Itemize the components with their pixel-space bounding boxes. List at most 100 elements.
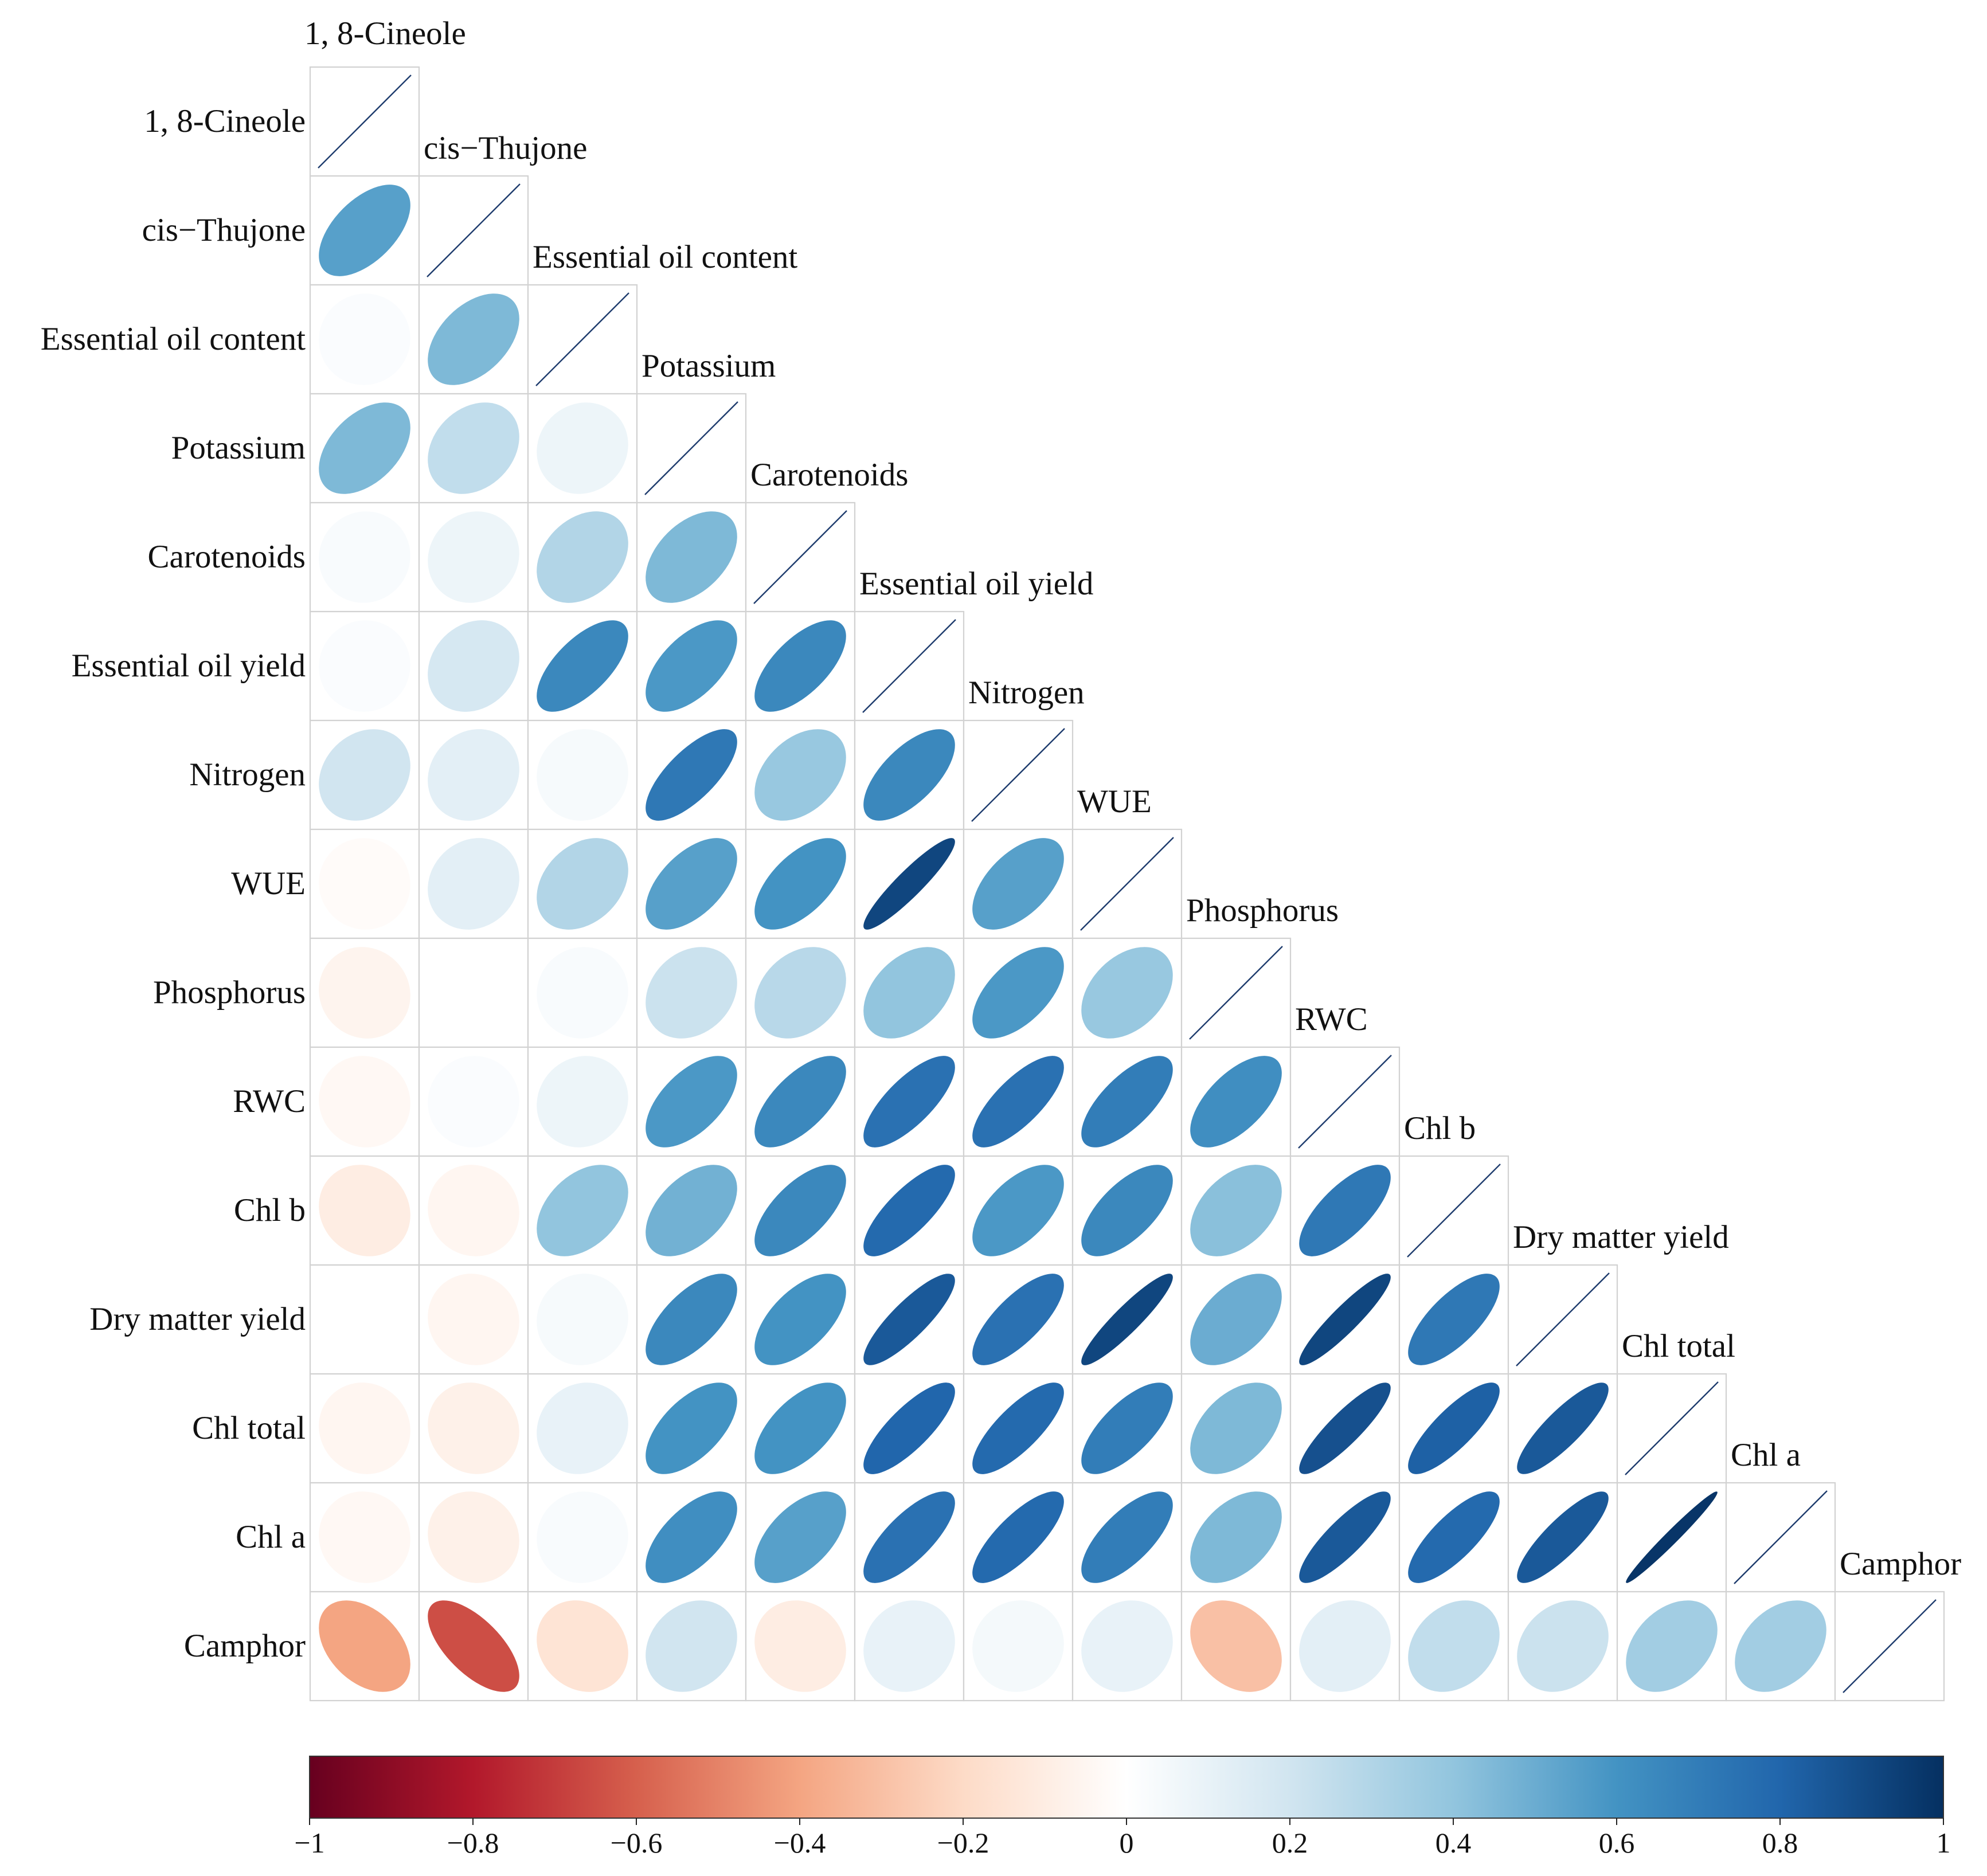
cell-dry-matter-yield-vs-nitrogen	[963, 1264, 1074, 1375]
correlation-ellipse	[537, 402, 628, 494]
colorbar-ticks: −1 −0.8 −0.6 −0.4 −0.2 0 0.2 0.4 0.6 0.8 1	[294, 1818, 1951, 1859]
cell-chl-total-vs-potassium	[636, 1373, 747, 1484]
correlation-ellipse	[863, 1382, 955, 1474]
cell-rwc-vs-rwc	[1289, 1046, 1401, 1157]
cell-chl-a-vs-essential-oil-content	[527, 1482, 638, 1593]
correlation-ellipse	[319, 1600, 410, 1692]
variable-labels: 1, 8-Cineole cis−Thujone Essential oil con…	[41, 15, 1961, 1664]
colorbar-tick-label: 0.8	[1762, 1827, 1798, 1859]
cell-chl-total-vs-nitrogen	[963, 1373, 1074, 1484]
correlation-ellipse	[1408, 1600, 1500, 1692]
cell-chl-a-vs-phosphorus	[1180, 1482, 1292, 1593]
colorbar-tick-label: 1	[1937, 1827, 1951, 1859]
correlation-ellipse	[863, 1056, 955, 1147]
diagonal-line	[427, 183, 521, 277]
correlation-ellipse	[537, 1056, 628, 1147]
correlation-ellipse	[972, 838, 1064, 930]
cell-dry-matter-yield-vs-chl-b	[1398, 1264, 1509, 1375]
colorbar-tick-label: 0	[1120, 1827, 1134, 1859]
correlation-ellipse	[1081, 1491, 1173, 1583]
correlation-ellipse	[428, 402, 519, 494]
diagonal-line	[1734, 1490, 1828, 1584]
correlation-ellipse	[319, 1056, 410, 1147]
cell-chl-total-vs-chl-total	[1616, 1373, 1727, 1484]
column-label-cis-thujone: cis−Thujone	[424, 130, 587, 166]
cell-camphor-vs-rwc	[1289, 1591, 1401, 1702]
cell-rwc-vs-wue	[1071, 1046, 1183, 1157]
correlation-ellipse	[1299, 1274, 1391, 1365]
cell-rwc-vs-essential-oil-content	[527, 1046, 638, 1157]
correlation-ellipse	[428, 1165, 519, 1256]
colorbar-tick-label: 0.2	[1272, 1827, 1308, 1859]
colorbar-tick-label: −0.8	[447, 1827, 499, 1859]
correlation-ellipse	[537, 1165, 628, 1256]
cell-chl-b-vs-1-8-cineole	[309, 1155, 420, 1266]
correlation-ellipse	[537, 729, 628, 821]
cell-essential-oil-yield-vs-carotenoids	[745, 610, 856, 722]
cell-chl-a-vs-chl-b	[1398, 1482, 1509, 1593]
cell-essential-oil-content-vs-essential-oil-content	[527, 284, 638, 395]
diagonal-line	[1843, 1599, 1937, 1693]
correlation-ellipse	[319, 1274, 410, 1365]
cell-carotenoids-vs-cis-thujone	[418, 502, 529, 613]
cell-wue-vs-essential-oil-content	[527, 828, 638, 939]
correlation-ellipse	[428, 947, 519, 1039]
correlation-ellipse	[1299, 1165, 1391, 1256]
cell-camphor-vs-1-8-cineole	[309, 1591, 420, 1702]
correlation-ellipse	[1190, 1056, 1282, 1147]
correlation-ellipse	[428, 1382, 519, 1474]
cell-chl-b-vs-cis-thujone	[418, 1155, 529, 1266]
cell-rwc-vs-1-8-cineole	[309, 1046, 420, 1157]
cell-nitrogen-vs-cis-thujone	[418, 719, 529, 831]
colorbar-gradient	[309, 1756, 1944, 1819]
cell-nitrogen-vs-essential-oil-content	[527, 719, 638, 831]
column-label-chl-a: Chl a	[1731, 1437, 1801, 1473]
colorbar-tick-label: −0.4	[774, 1827, 826, 1859]
correlation-ellipse	[1408, 1274, 1500, 1365]
diagonal-line	[1625, 1381, 1719, 1475]
correlation-ellipse	[428, 838, 519, 930]
cell-chl-b-vs-nitrogen	[963, 1155, 1074, 1266]
cell-carotenoids-vs-essential-oil-content	[527, 502, 638, 613]
cell-camphor-vs-potassium	[636, 1591, 747, 1702]
correlation-ellipse	[1517, 1491, 1609, 1583]
colorbar-tick-label: 0.4	[1436, 1827, 1472, 1859]
cell-rwc-vs-nitrogen	[963, 1046, 1074, 1157]
correlation-ellipse	[1081, 1274, 1173, 1365]
correlation-ellipse	[1517, 1600, 1609, 1692]
diagonal-line	[1189, 946, 1283, 1040]
column-label-camphor: Camphor	[1840, 1546, 1961, 1582]
cell-phosphorus-vs-potassium	[636, 937, 747, 1048]
cell-nitrogen-vs-1-8-cineole	[309, 719, 420, 831]
correlation-ellipse	[1626, 1491, 1718, 1583]
diagonal-line	[1407, 1164, 1501, 1258]
correlation-ellipse	[1190, 1165, 1282, 1256]
correlation-ellipse	[428, 1491, 519, 1583]
cell-chl-total-vs-dry-matter-yield	[1507, 1373, 1618, 1484]
correlation-ellipse	[754, 729, 846, 821]
correlation-ellipse	[972, 1056, 1064, 1147]
correlation-ellipse	[319, 729, 410, 821]
cell-chl-total-vs-essential-oil-content	[527, 1373, 638, 1484]
cell-chl-a-vs-essential-oil-yield	[854, 1482, 965, 1593]
cell-chl-total-vs-rwc	[1289, 1373, 1401, 1484]
correlation-ellipse	[428, 620, 519, 712]
cell-camphor-vs-essential-oil-yield	[854, 1591, 965, 1702]
cell-dry-matter-yield-vs-wue	[1071, 1264, 1183, 1375]
diagonal-line	[1516, 1272, 1610, 1366]
cell-camphor-vs-chl-a	[1725, 1591, 1836, 1702]
correlation-ellipse	[863, 838, 955, 930]
cell-chl-a-vs-potassium	[636, 1482, 747, 1593]
column-label-1-8-cineole: 1, 8-Cineole	[304, 15, 466, 52]
cell-chl-b-vs-chl-b	[1398, 1155, 1509, 1266]
correlation-ellipse	[1081, 1056, 1173, 1147]
diagonal-line	[535, 292, 629, 386]
correlation-ellipse	[428, 1274, 519, 1365]
correlation-ellipse	[1081, 947, 1173, 1039]
cell-phosphorus-vs-phosphorus	[1180, 937, 1292, 1048]
cell-dry-matter-yield-vs-dry-matter-yield	[1507, 1264, 1618, 1375]
correlation-ellipse	[1299, 1382, 1391, 1474]
correlation-ellipse	[319, 947, 410, 1039]
cell-potassium-vs-1-8-cineole	[309, 393, 420, 504]
